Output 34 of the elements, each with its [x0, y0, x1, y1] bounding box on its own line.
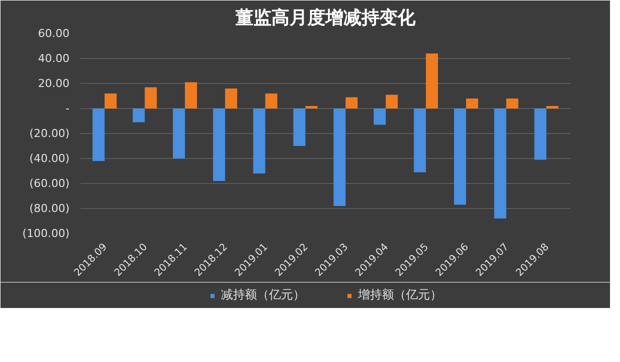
bar — [184, 82, 197, 108]
y-tick-label: (40.00) — [29, 152, 70, 165]
bar — [334, 108, 346, 206]
y-tick-label: (80.00) — [29, 202, 70, 215]
bar — [132, 108, 145, 122]
bar — [534, 108, 546, 160]
bar — [386, 94, 398, 108]
y-tick-label: (20.00) — [29, 127, 70, 140]
bar — [225, 88, 238, 108]
legend-label: 增持额（亿元） — [358, 286, 442, 304]
bar — [104, 94, 117, 108]
bar — [92, 108, 105, 161]
bar — [454, 108, 466, 205]
bar — [374, 108, 386, 125]
y-tick-label: 60.00 — [38, 27, 70, 40]
bar — [466, 98, 478, 108]
bar — [346, 97, 358, 108]
bar — [506, 98, 518, 108]
bar — [426, 54, 438, 108]
y-tick-label: (100.00) — [22, 227, 70, 240]
bar — [172, 108, 185, 158]
y-tick-label: - — [66, 102, 70, 115]
chart-title: 董监高月度增减持变化 — [234, 8, 416, 28]
bar — [293, 108, 306, 146]
bar — [144, 87, 157, 108]
y-tick-label: (60.00) — [29, 177, 70, 190]
bar — [213, 108, 226, 181]
bar — [253, 108, 266, 174]
legend-label: 减持额（亿元） — [221, 286, 305, 304]
y-tick-label: 20.00 — [38, 77, 70, 90]
y-tick-label: 40.00 — [38, 52, 70, 65]
bar — [494, 108, 506, 218]
bar — [265, 94, 278, 108]
bar — [414, 108, 426, 172]
